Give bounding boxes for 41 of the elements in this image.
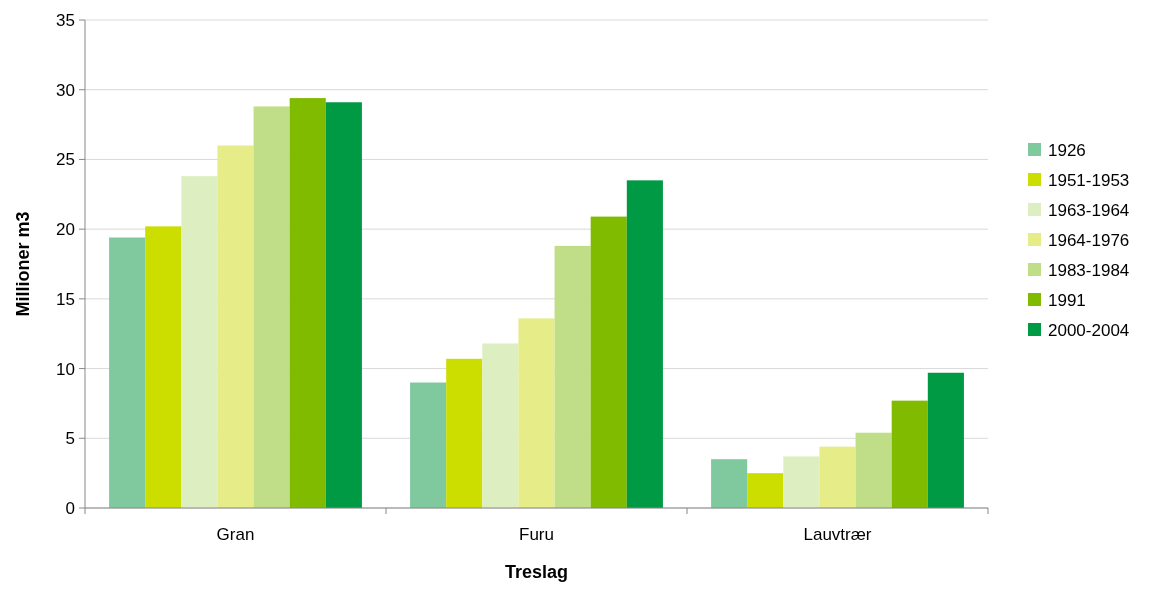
bar bbox=[783, 456, 820, 508]
x-tick-label: Furu bbox=[519, 525, 554, 544]
y-tick-label: 35 bbox=[56, 10, 75, 30]
bar bbox=[626, 180, 663, 508]
y-tick-label: 0 bbox=[65, 498, 75, 518]
legend-label: 1991 bbox=[1048, 290, 1086, 310]
x-tick-label: Gran bbox=[216, 525, 255, 544]
legend-label: 2000-2004 bbox=[1048, 320, 1130, 340]
bar bbox=[289, 98, 326, 508]
y-tick-label: 30 bbox=[56, 80, 75, 100]
bar bbox=[891, 400, 928, 508]
bar bbox=[410, 382, 447, 508]
bar bbox=[181, 176, 218, 508]
bar bbox=[446, 358, 483, 508]
bar bbox=[109, 237, 146, 508]
legend-label: 1926 bbox=[1048, 140, 1086, 160]
legend-label: 1964-1976 bbox=[1048, 230, 1130, 250]
y-tick-label: 25 bbox=[56, 150, 75, 170]
bar bbox=[518, 318, 555, 508]
x-tick-label: Lauvtrær bbox=[803, 525, 872, 544]
bar bbox=[325, 102, 362, 508]
bar bbox=[855, 432, 892, 508]
y-tick-label: 10 bbox=[56, 359, 75, 379]
bar bbox=[747, 473, 784, 508]
y-axis-title: Millioner m3 bbox=[13, 211, 33, 317]
y-tick-label: 15 bbox=[56, 289, 75, 309]
y-tick-label: 5 bbox=[65, 429, 75, 449]
bar bbox=[253, 106, 290, 508]
bar bbox=[482, 343, 519, 508]
bar bbox=[217, 145, 254, 508]
y-tick-label: 20 bbox=[56, 220, 75, 240]
legend-label: 1963-1964 bbox=[1048, 200, 1130, 220]
bar bbox=[554, 245, 591, 508]
bar bbox=[711, 459, 748, 508]
bar bbox=[927, 372, 964, 508]
bar bbox=[819, 446, 856, 508]
bar bbox=[145, 226, 182, 508]
x-axis-title: Treslag bbox=[504, 562, 569, 582]
bar bbox=[590, 216, 627, 508]
legend-label: 1983-1984 bbox=[1048, 260, 1130, 280]
legend-label: 1951-1953 bbox=[1048, 170, 1130, 190]
